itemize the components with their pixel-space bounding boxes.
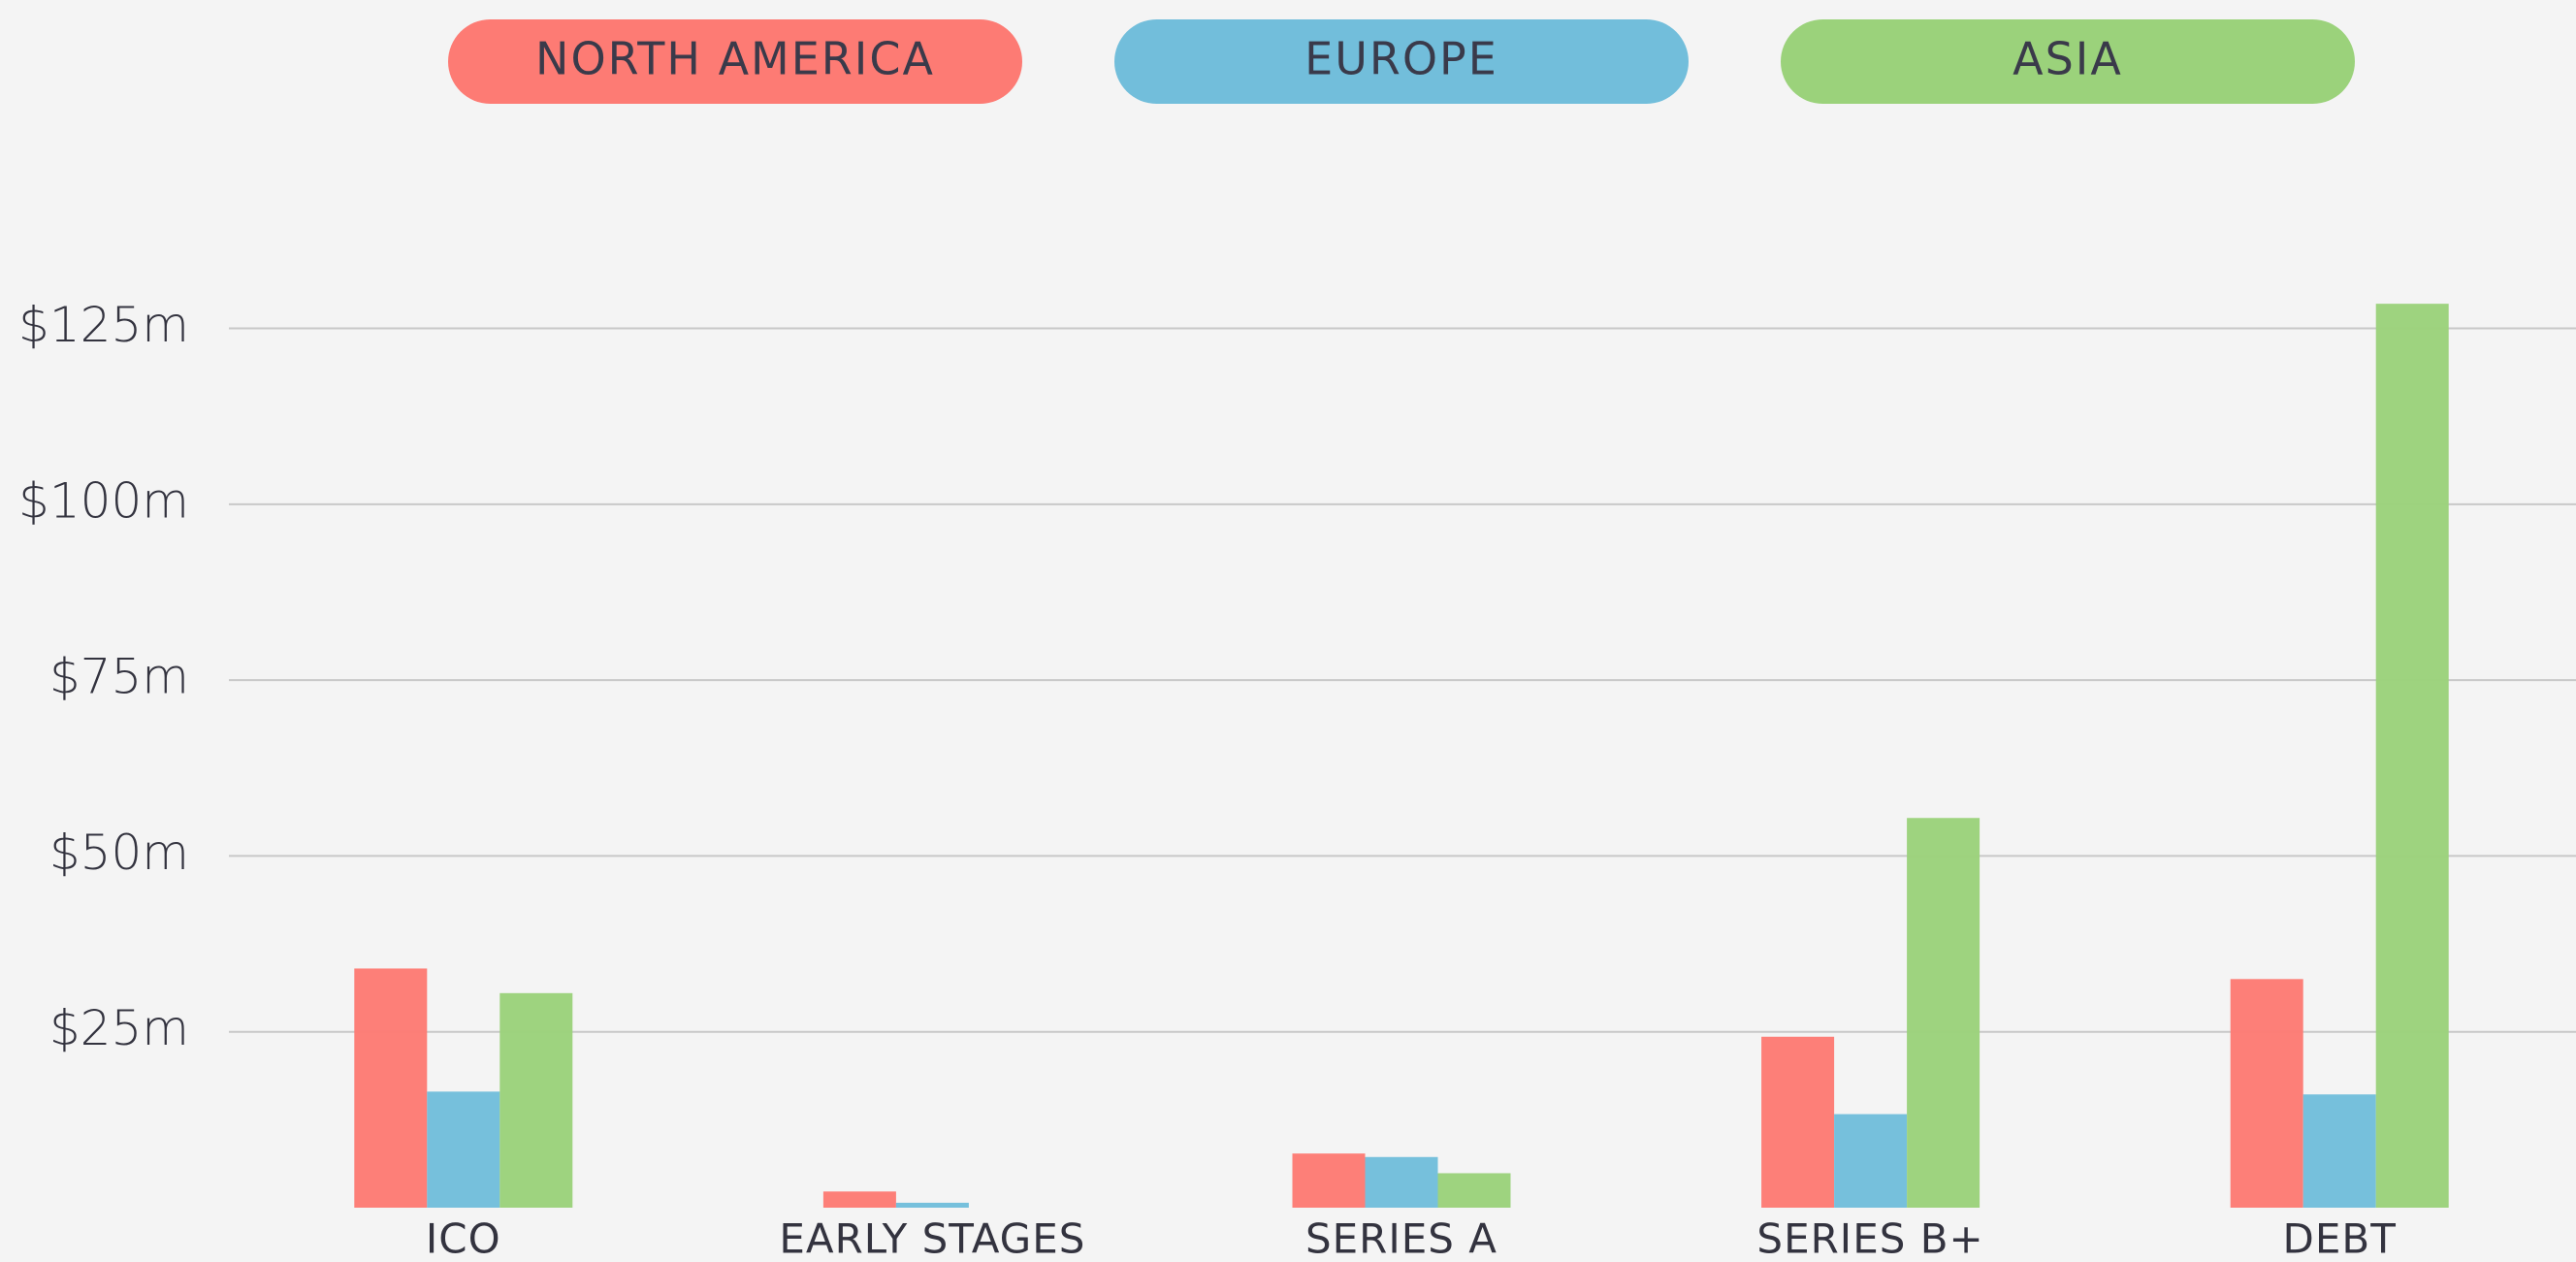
x-tick-label: EARLY STAGES [779,1215,1085,1262]
y-tick-label: $75m [49,649,189,705]
bar [1292,1153,1366,1208]
bar [2230,979,2303,1208]
bar [1365,1156,1438,1208]
bar [1834,1114,1908,1208]
legend-label[interactable]: NORTH AMERICA [535,33,935,85]
legend-pill[interactable] [448,19,1022,104]
legend-label[interactable]: ASIA [2012,33,2123,85]
legend-pill[interactable] [1781,19,2355,104]
bar [1761,1036,1835,1208]
legend-label[interactable]: EUROPE [1304,33,1498,85]
bar [2302,1094,2376,1208]
legend-pill[interactable] [1114,19,1689,104]
bar [1907,818,1980,1208]
y-tick-label: $50m [49,825,189,881]
bar [499,992,573,1208]
x-tick-label: ICO [426,1215,501,1262]
bar [1437,1173,1511,1208]
bar [2375,304,2449,1208]
y-tick-label: $25m [49,1000,189,1056]
x-tick-label: DEBT [2283,1215,2397,1262]
y-tick-label: $100m [18,472,189,529]
x-tick-label: SERIES B+ [1756,1215,1983,1262]
x-tick-label: SERIES A [1305,1215,1497,1262]
bar [895,1202,969,1208]
bar [822,1191,896,1208]
y-tick-label: $125m [18,297,189,353]
bar [354,968,428,1208]
bar [427,1091,500,1208]
